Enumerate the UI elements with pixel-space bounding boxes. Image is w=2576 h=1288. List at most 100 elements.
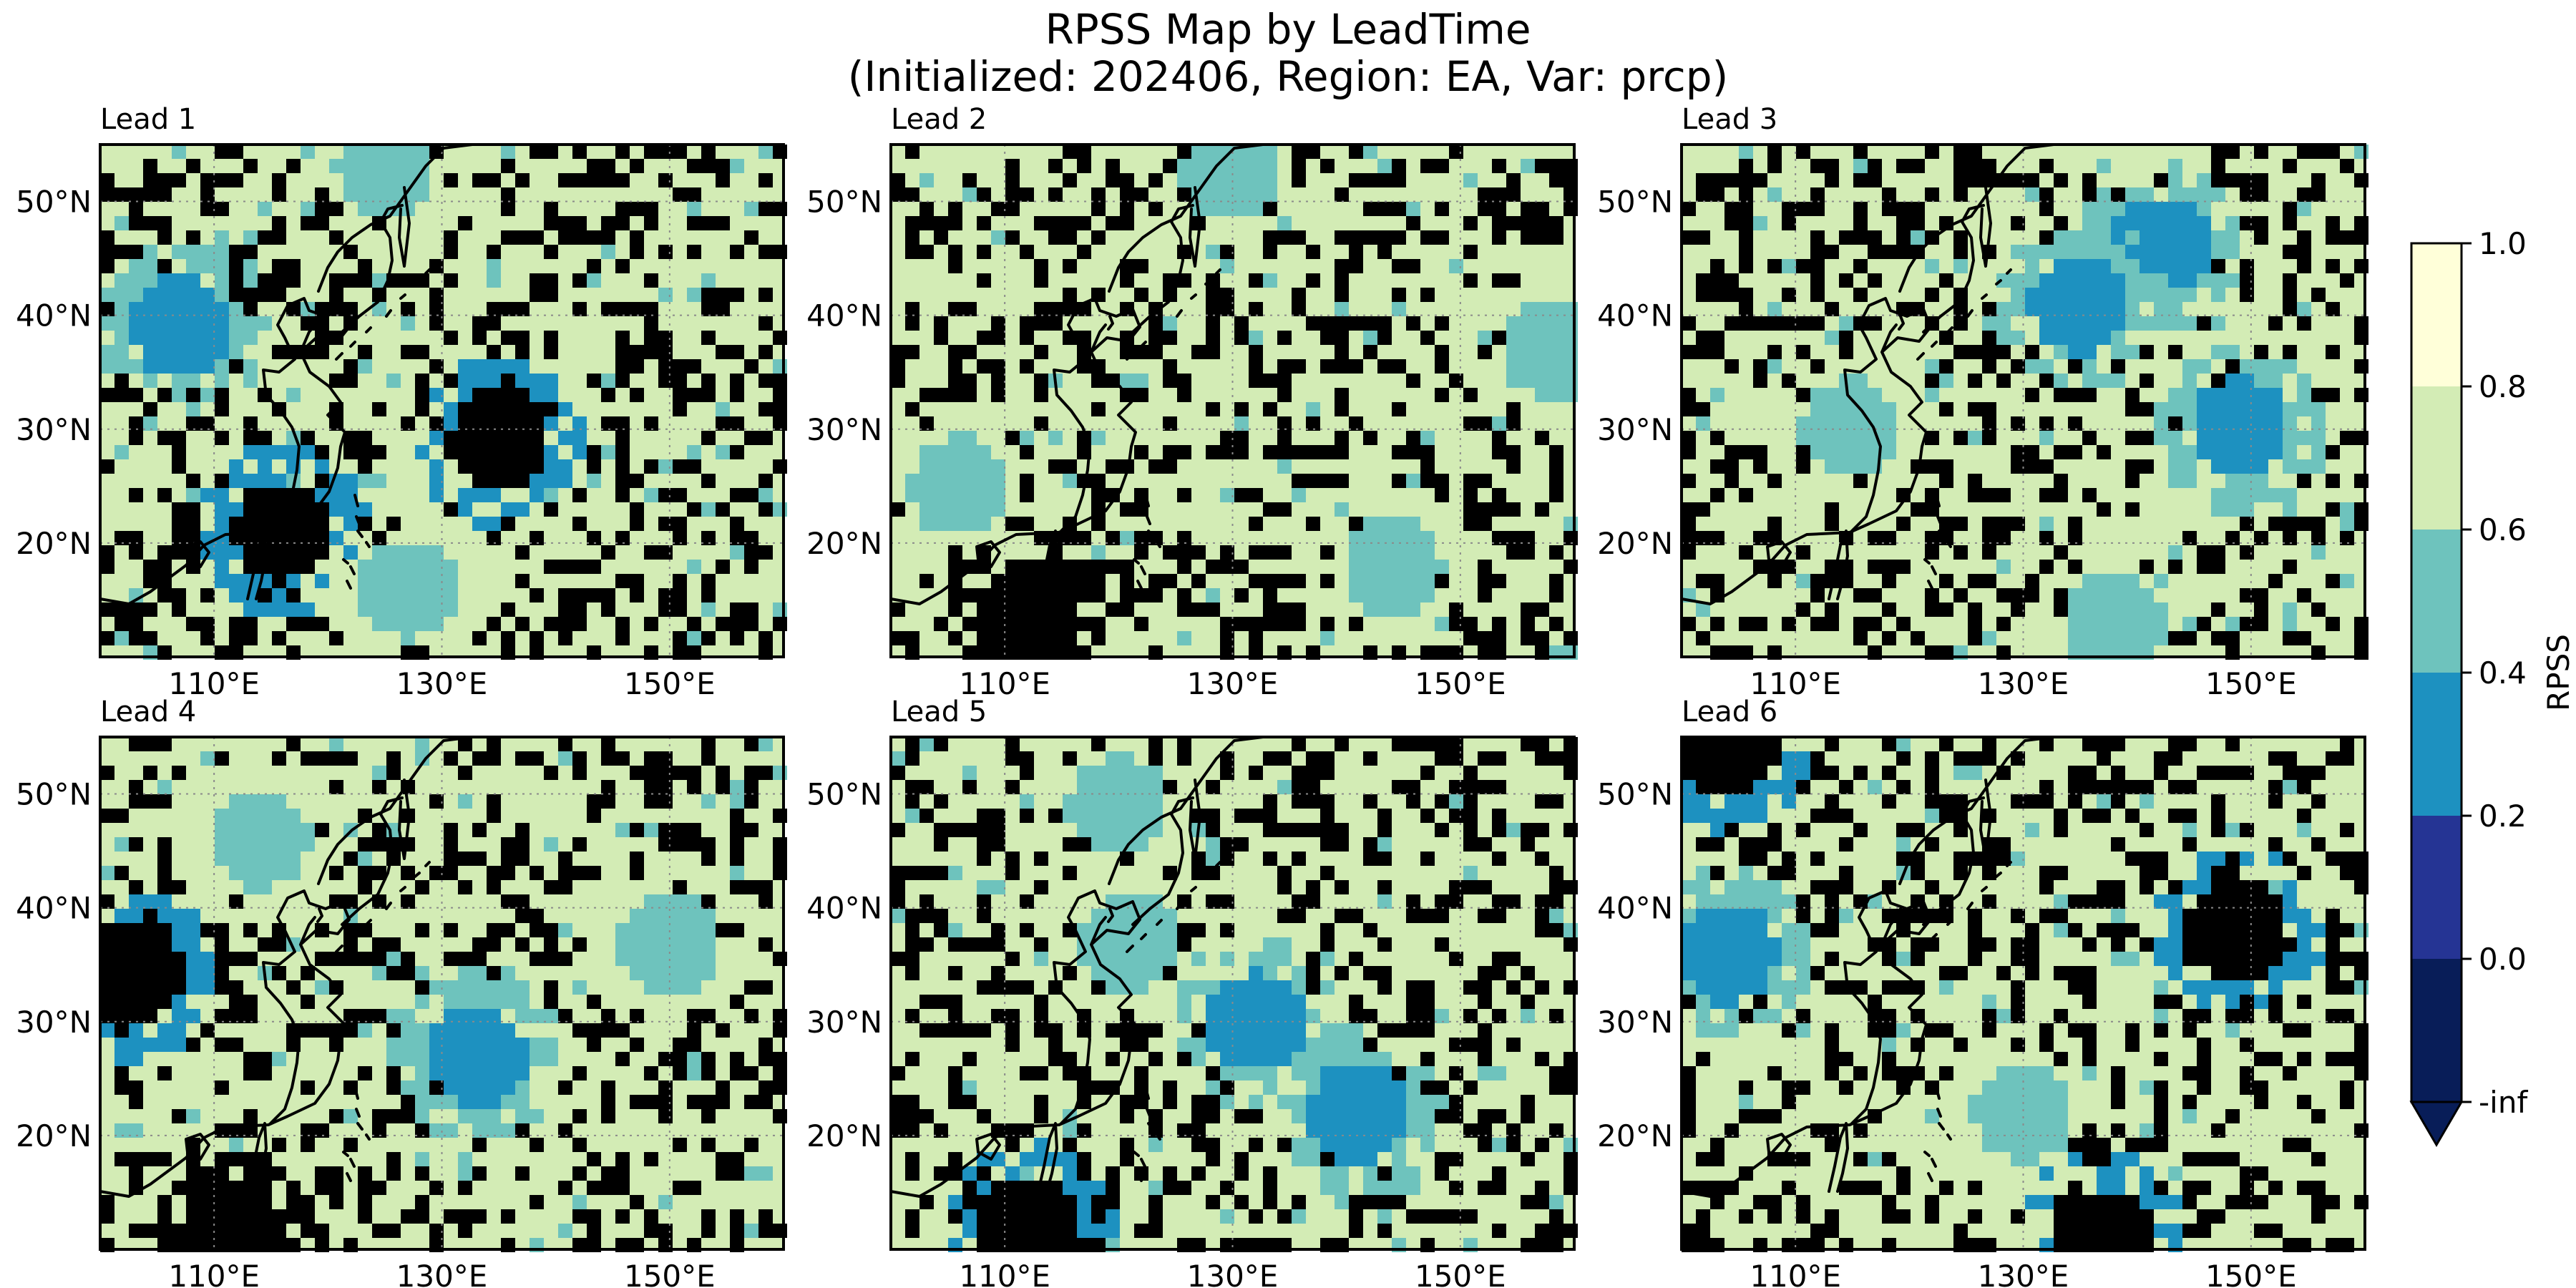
rpss-cell — [2268, 388, 2283, 402]
rpss-cell — [1206, 1038, 1220, 1052]
rpss-cell — [1782, 617, 1796, 631]
y-tick-label: 30°N — [1597, 412, 1673, 447]
rpss-cell — [2054, 488, 2068, 502]
rpss-cell — [601, 1109, 615, 1123]
rpss-cell — [730, 288, 744, 302]
rpss-cell — [1206, 1095, 1220, 1109]
rpss-cell — [2254, 474, 2268, 488]
rpss-cell — [1882, 766, 1896, 780]
rpss-cell — [1120, 751, 1134, 766]
rpss-cell — [258, 230, 272, 245]
rpss-cell — [1506, 216, 1521, 230]
rpss-cell — [1463, 631, 1478, 645]
rpss-cell — [143, 1224, 157, 1238]
rpss-cell — [1363, 574, 1377, 588]
rpss-cell — [1292, 1038, 1306, 1052]
rpss-cell — [1292, 302, 1306, 316]
rpss-cell — [1825, 923, 1839, 937]
rpss-cell — [1306, 780, 1320, 794]
rpss-cell — [2039, 331, 2054, 345]
rpss-cell — [2097, 588, 2111, 602]
rpss-cell — [1882, 202, 1896, 216]
rpss-cell — [1349, 1195, 1363, 1209]
rpss-cell — [2182, 416, 2197, 431]
rpss-cell — [1191, 923, 1206, 937]
rpss-cell — [2240, 545, 2254, 560]
rpss-cell — [1996, 374, 2011, 388]
rpss-cell — [1696, 937, 1710, 952]
rpss-cell — [2283, 531, 2297, 545]
rpss-cell — [329, 230, 343, 245]
rpss-cell — [948, 1095, 962, 1109]
rpss-cell — [1549, 345, 1563, 359]
rpss-cell — [372, 866, 386, 880]
rpss-cell — [143, 374, 157, 388]
rpss-cell — [1463, 173, 1478, 187]
rpss-cell — [1249, 1109, 1263, 1123]
rpss-cell — [386, 1080, 401, 1095]
rpss-cell — [1420, 445, 1435, 459]
rpss-cell — [100, 359, 114, 374]
rpss-cell — [1939, 1181, 1953, 1195]
rpss-cell — [1953, 545, 1968, 560]
rpss-cell — [1911, 823, 1925, 837]
rpss-cell — [1249, 980, 1263, 995]
rpss-cell — [658, 780, 673, 794]
rpss-cell — [358, 1009, 372, 1023]
rpss-cell — [2097, 602, 2111, 617]
map-frame — [99, 143, 785, 658]
rpss-cell — [1134, 1095, 1148, 1109]
rpss-cell — [472, 980, 487, 995]
rpss-cell — [530, 866, 544, 880]
rpss-cell — [1463, 617, 1478, 631]
rpss-cell — [487, 245, 501, 259]
rpss-cell — [1810, 852, 1825, 866]
rpss-cell — [2054, 288, 2068, 302]
rpss-cell — [658, 1195, 673, 1209]
rpss-cell — [1020, 751, 1034, 766]
rpss-cell — [143, 1009, 157, 1023]
rpss-cell — [716, 1166, 730, 1181]
rpss-cell — [1320, 445, 1335, 459]
rpss-cell — [329, 780, 343, 794]
rpss-cell — [129, 923, 143, 937]
rpss-cell — [1739, 159, 1753, 173]
rpss-cell — [2111, 574, 2125, 588]
rpss-cell — [429, 1181, 444, 1195]
rpss-cell — [1767, 751, 1782, 766]
rpss-cell — [991, 631, 1005, 645]
rpss-cell — [701, 1009, 716, 1023]
rpss-cell — [386, 517, 401, 531]
rpss-cell — [1853, 445, 1868, 459]
rpss-cell — [229, 995, 243, 1009]
rpss-cell — [2254, 880, 2268, 894]
y-tick-label: 50°N — [806, 777, 882, 812]
rpss-cell — [1292, 159, 1306, 173]
rpss-field — [100, 737, 787, 1252]
rpss-cell — [401, 1023, 415, 1038]
rpss-cell — [1063, 560, 1077, 574]
rpss-cell — [272, 866, 286, 880]
rpss-cell — [515, 1109, 530, 1123]
rpss-cell — [658, 937, 673, 952]
rpss-cell — [1292, 445, 1306, 459]
figure-title-line2: (Initialized: 202406, Region: EA, Var: p… — [847, 52, 1729, 101]
rpss-cell — [1134, 1066, 1148, 1080]
rpss-cell — [1925, 602, 1939, 617]
rpss-cell — [601, 751, 615, 766]
rpss-cell — [1206, 345, 1220, 359]
rpss-cell — [1710, 751, 1724, 766]
rpss-cell — [243, 259, 258, 273]
rpss-cell — [2068, 531, 2082, 545]
rpss-cell — [1724, 359, 1739, 374]
rpss-cell — [1739, 837, 1753, 852]
rpss-cell — [2240, 1166, 2254, 1181]
rpss-cell — [644, 459, 658, 474]
rpss-cell — [2125, 273, 2140, 288]
rpss-cell — [2140, 823, 2154, 837]
rpss-cell — [687, 216, 701, 230]
rpss-cell — [934, 388, 948, 402]
rpss-cell — [2182, 259, 2197, 273]
rpss-cell — [977, 459, 991, 474]
rpss-cell — [758, 1052, 773, 1066]
